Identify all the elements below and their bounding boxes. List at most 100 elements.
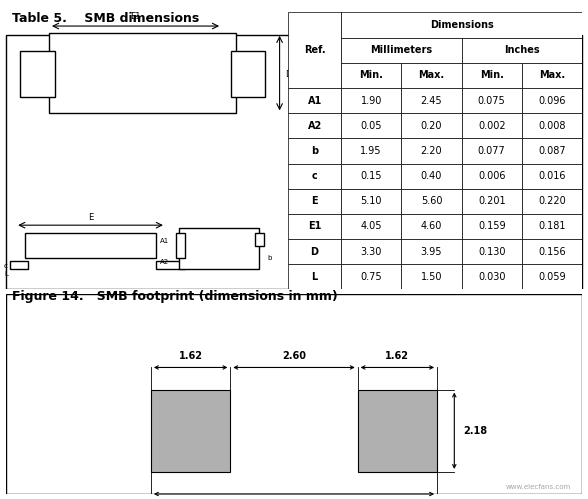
Bar — [288, 189, 341, 214]
Text: 0.016: 0.016 — [538, 171, 566, 181]
Bar — [462, 239, 522, 264]
Bar — [255, 234, 264, 247]
Bar — [9, 261, 28, 269]
Bar — [179, 229, 259, 269]
Text: Millimeters: Millimeters — [370, 45, 432, 55]
Text: Ref.: Ref. — [304, 45, 325, 55]
Bar — [341, 63, 401, 88]
Bar — [358, 390, 437, 472]
Bar — [401, 264, 462, 289]
Text: E1: E1 — [308, 222, 321, 232]
Bar — [522, 138, 582, 164]
Text: 0.030: 0.030 — [478, 272, 506, 282]
Bar — [288, 214, 341, 239]
Text: 0.002: 0.002 — [478, 121, 506, 131]
Text: A1: A1 — [308, 96, 322, 106]
Text: www.elecfans.com: www.elecfans.com — [505, 484, 570, 490]
Text: 2.18: 2.18 — [463, 426, 487, 436]
Text: 3.95: 3.95 — [420, 247, 442, 256]
Bar — [341, 264, 401, 289]
Bar — [462, 113, 522, 138]
Bar — [288, 88, 341, 113]
Text: 1.62: 1.62 — [385, 351, 409, 361]
Text: c: c — [4, 262, 8, 269]
Text: D: D — [285, 70, 292, 79]
Text: Min.: Min. — [359, 70, 383, 80]
Text: 3.30: 3.30 — [360, 247, 382, 256]
Text: 1.95: 1.95 — [360, 146, 382, 156]
Bar — [462, 264, 522, 289]
Text: L: L — [4, 271, 8, 277]
Text: L: L — [312, 272, 318, 282]
Text: E1: E1 — [131, 12, 141, 21]
Bar — [522, 189, 582, 214]
Text: 0.077: 0.077 — [478, 146, 506, 156]
Text: 1.62: 1.62 — [179, 351, 203, 361]
Bar — [25, 234, 156, 257]
Bar — [230, 51, 265, 97]
Bar — [462, 37, 582, 63]
Bar — [156, 261, 185, 269]
Text: 5.60: 5.60 — [420, 196, 442, 206]
Bar — [341, 37, 462, 63]
Bar — [462, 138, 522, 164]
Text: A1: A1 — [159, 239, 169, 245]
Bar — [462, 63, 522, 88]
Text: 0.15: 0.15 — [360, 171, 382, 181]
Text: 0.40: 0.40 — [421, 171, 442, 181]
Bar — [341, 88, 401, 113]
Bar — [176, 234, 185, 257]
Bar — [462, 214, 522, 239]
Text: 0.096: 0.096 — [538, 96, 566, 106]
Bar — [462, 164, 522, 189]
Text: 0.201: 0.201 — [478, 196, 506, 206]
Text: 1.50: 1.50 — [420, 272, 442, 282]
Text: Inches: Inches — [504, 45, 540, 55]
Bar — [288, 164, 341, 189]
Text: 4.60: 4.60 — [421, 222, 442, 232]
Text: 0.008: 0.008 — [538, 121, 566, 131]
Text: Max.: Max. — [419, 70, 445, 80]
Text: 0.130: 0.130 — [478, 247, 506, 256]
Bar — [288, 12, 341, 88]
Bar — [341, 189, 401, 214]
Text: 0.75: 0.75 — [360, 272, 382, 282]
Bar — [49, 33, 236, 113]
Text: 0.220: 0.220 — [538, 196, 566, 206]
Bar — [401, 164, 462, 189]
Text: Min.: Min. — [480, 70, 504, 80]
Text: 0.006: 0.006 — [478, 171, 506, 181]
Text: b: b — [311, 146, 318, 156]
Text: A2: A2 — [159, 259, 169, 265]
Bar — [401, 214, 462, 239]
Text: 2.45: 2.45 — [420, 96, 442, 106]
Text: E: E — [311, 196, 318, 206]
Text: 0.087: 0.087 — [538, 146, 566, 156]
Bar — [401, 113, 462, 138]
Bar — [401, 88, 462, 113]
Bar — [341, 214, 401, 239]
Bar — [462, 88, 522, 113]
Text: 1.90: 1.90 — [360, 96, 382, 106]
Bar — [288, 113, 341, 138]
Text: Figure 14.   SMB footprint (dimensions in mm): Figure 14. SMB footprint (dimensions in … — [12, 290, 338, 303]
Text: 5.10: 5.10 — [360, 196, 382, 206]
Text: 2.60: 2.60 — [282, 351, 306, 361]
Bar — [522, 88, 582, 113]
Bar — [522, 113, 582, 138]
Bar — [151, 390, 230, 472]
Bar — [522, 264, 582, 289]
Text: 0.181: 0.181 — [538, 222, 566, 232]
Bar — [522, 239, 582, 264]
Text: 0.075: 0.075 — [478, 96, 506, 106]
Text: Table 5.    SMB dimensions: Table 5. SMB dimensions — [12, 12, 199, 25]
Bar — [341, 113, 401, 138]
Bar — [401, 239, 462, 264]
Bar — [341, 239, 401, 264]
Bar — [341, 138, 401, 164]
Bar — [288, 264, 341, 289]
Text: 0.059: 0.059 — [538, 272, 566, 282]
Bar — [341, 12, 582, 37]
Bar — [401, 189, 462, 214]
Bar — [401, 138, 462, 164]
